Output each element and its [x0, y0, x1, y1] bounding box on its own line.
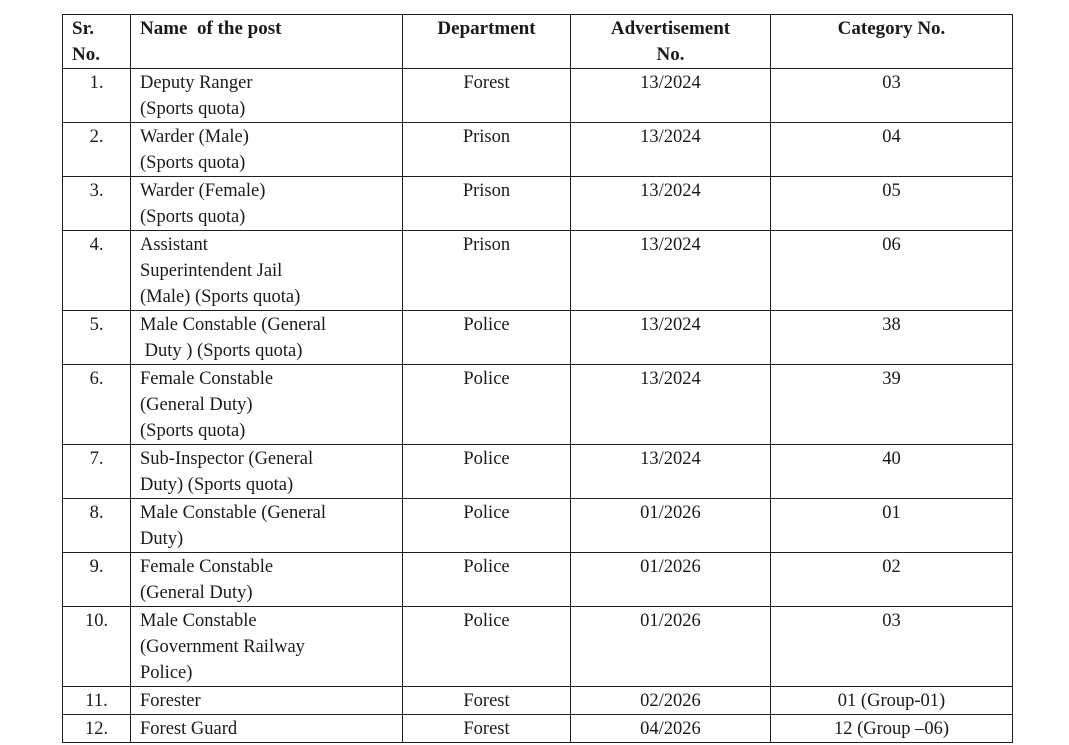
table-row: 10. Male Constable (Government Railway P…: [62, 606, 1013, 687]
cell-sr-no: 8.: [62, 498, 131, 553]
cell-department: Prison: [402, 176, 571, 231]
cell-category-no: 01: [770, 498, 1013, 553]
cell-advertisement-no: 13/2024: [570, 176, 771, 231]
cell-category-no: 06: [770, 230, 1013, 311]
cell-post-name: Warder (Male) (Sports quota): [130, 122, 403, 177]
cell-category-no: 01 (Group-01): [770, 686, 1013, 715]
table-header-row: Sr. No. Name of the post Department Adve…: [62, 14, 1013, 69]
cell-sr-no: 9.: [62, 552, 131, 607]
cell-advertisement-no: 01/2026: [570, 606, 771, 687]
cell-category-no: 38: [770, 310, 1013, 365]
cell-sr-no: 3.: [62, 176, 131, 231]
cell-sr-no: 7.: [62, 444, 131, 499]
table-row: 7. Sub-Inspector (General Duty) (Sports …: [62, 444, 1013, 499]
cell-advertisement-no: 13/2024: [570, 68, 771, 123]
table-row: 5. Male Constable (General Duty ) (Sport…: [62, 310, 1013, 365]
cell-sr-no: 1.: [62, 68, 131, 123]
cell-post-name: Forest Guard: [130, 714, 403, 743]
cell-sr-no: 11.: [62, 686, 131, 715]
cell-advertisement-no: 01/2026: [570, 552, 771, 607]
cell-category-no: 05: [770, 176, 1013, 231]
cell-category-no: 03: [770, 68, 1013, 123]
cell-advertisement-no: 04/2026: [570, 714, 771, 743]
cell-department: Police: [402, 606, 571, 687]
cell-category-no: 40: [770, 444, 1013, 499]
cell-post-name: Forester: [130, 686, 403, 715]
cell-department: Police: [402, 444, 571, 499]
table-row: 6. Female Constable (General Duty) (Spor…: [62, 364, 1013, 445]
cell-sr-no: 10.: [62, 606, 131, 687]
cell-advertisement-no: 13/2024: [570, 230, 771, 311]
cell-sr-no: 5.: [62, 310, 131, 365]
cell-advertisement-no: 13/2024: [570, 444, 771, 499]
cell-advertisement-no: 13/2024: [570, 310, 771, 365]
header-post-name: Name of the post: [130, 14, 403, 69]
cell-department: Police: [402, 310, 571, 365]
header-advertisement-no: Advertisement No.: [570, 14, 771, 69]
cell-department: Prison: [402, 230, 571, 311]
cell-advertisement-no: 13/2024: [570, 364, 771, 445]
table-row: 2. Warder (Male) (Sports quota) Prison 1…: [62, 122, 1013, 177]
cell-sr-no: 4.: [62, 230, 131, 311]
table-row: 4. Assistant Superintendent Jail (Male) …: [62, 230, 1013, 311]
header-department: Department: [402, 14, 571, 69]
table-row: 8. Male Constable (General Duty) Police …: [62, 498, 1013, 553]
cell-advertisement-no: 01/2026: [570, 498, 771, 553]
cell-department: Forest: [402, 714, 571, 743]
cell-post-name: Warder (Female) (Sports quota): [130, 176, 403, 231]
header-category-no: Category No.: [770, 14, 1013, 69]
cell-department: Forest: [402, 686, 571, 715]
cell-sr-no: 12.: [62, 714, 131, 743]
cell-post-name: Male Constable (Government Railway Polic…: [130, 606, 403, 687]
cell-post-name: Male Constable (General Duty): [130, 498, 403, 553]
cell-post-name: Male Constable (General Duty ) (Sports q…: [130, 310, 403, 365]
cell-advertisement-no: 13/2024: [570, 122, 771, 177]
cell-category-no: 03: [770, 606, 1013, 687]
cell-category-no: 12 (Group –06): [770, 714, 1013, 743]
cell-sr-no: 6.: [62, 364, 131, 445]
header-sr-no: Sr. No.: [62, 14, 131, 69]
cell-department: Police: [402, 364, 571, 445]
cell-post-name: Deputy Ranger (Sports quota): [130, 68, 403, 123]
cell-post-name: Female Constable (General Duty) (Sports …: [130, 364, 403, 445]
table-row: 1. Deputy Ranger (Sports quota) Forest 1…: [62, 68, 1013, 123]
recruitment-posts-table: Sr. No. Name of the post Department Adve…: [62, 14, 1013, 743]
table-row: 12. Forest Guard Forest 04/2026 12 (Grou…: [62, 714, 1013, 743]
cell-category-no: 04: [770, 122, 1013, 177]
table-row: 9. Female Constable (General Duty) Polic…: [62, 552, 1013, 607]
cell-post-name: Female Constable (General Duty): [130, 552, 403, 607]
cell-post-name: Assistant Superintendent Jail (Male) (Sp…: [130, 230, 403, 311]
cell-department: Police: [402, 498, 571, 553]
cell-department: Forest: [402, 68, 571, 123]
cell-category-no: 39: [770, 364, 1013, 445]
cell-department: Police: [402, 552, 571, 607]
table-row: 3. Warder (Female) (Sports quota) Prison…: [62, 176, 1013, 231]
cell-post-name: Sub-Inspector (General Duty) (Sports quo…: [130, 444, 403, 499]
table-row: 11. Forester Forest 02/2026 01 (Group-01…: [62, 686, 1013, 715]
cell-sr-no: 2.: [62, 122, 131, 177]
cell-advertisement-no: 02/2026: [570, 686, 771, 715]
cell-category-no: 02: [770, 552, 1013, 607]
cell-department: Prison: [402, 122, 571, 177]
